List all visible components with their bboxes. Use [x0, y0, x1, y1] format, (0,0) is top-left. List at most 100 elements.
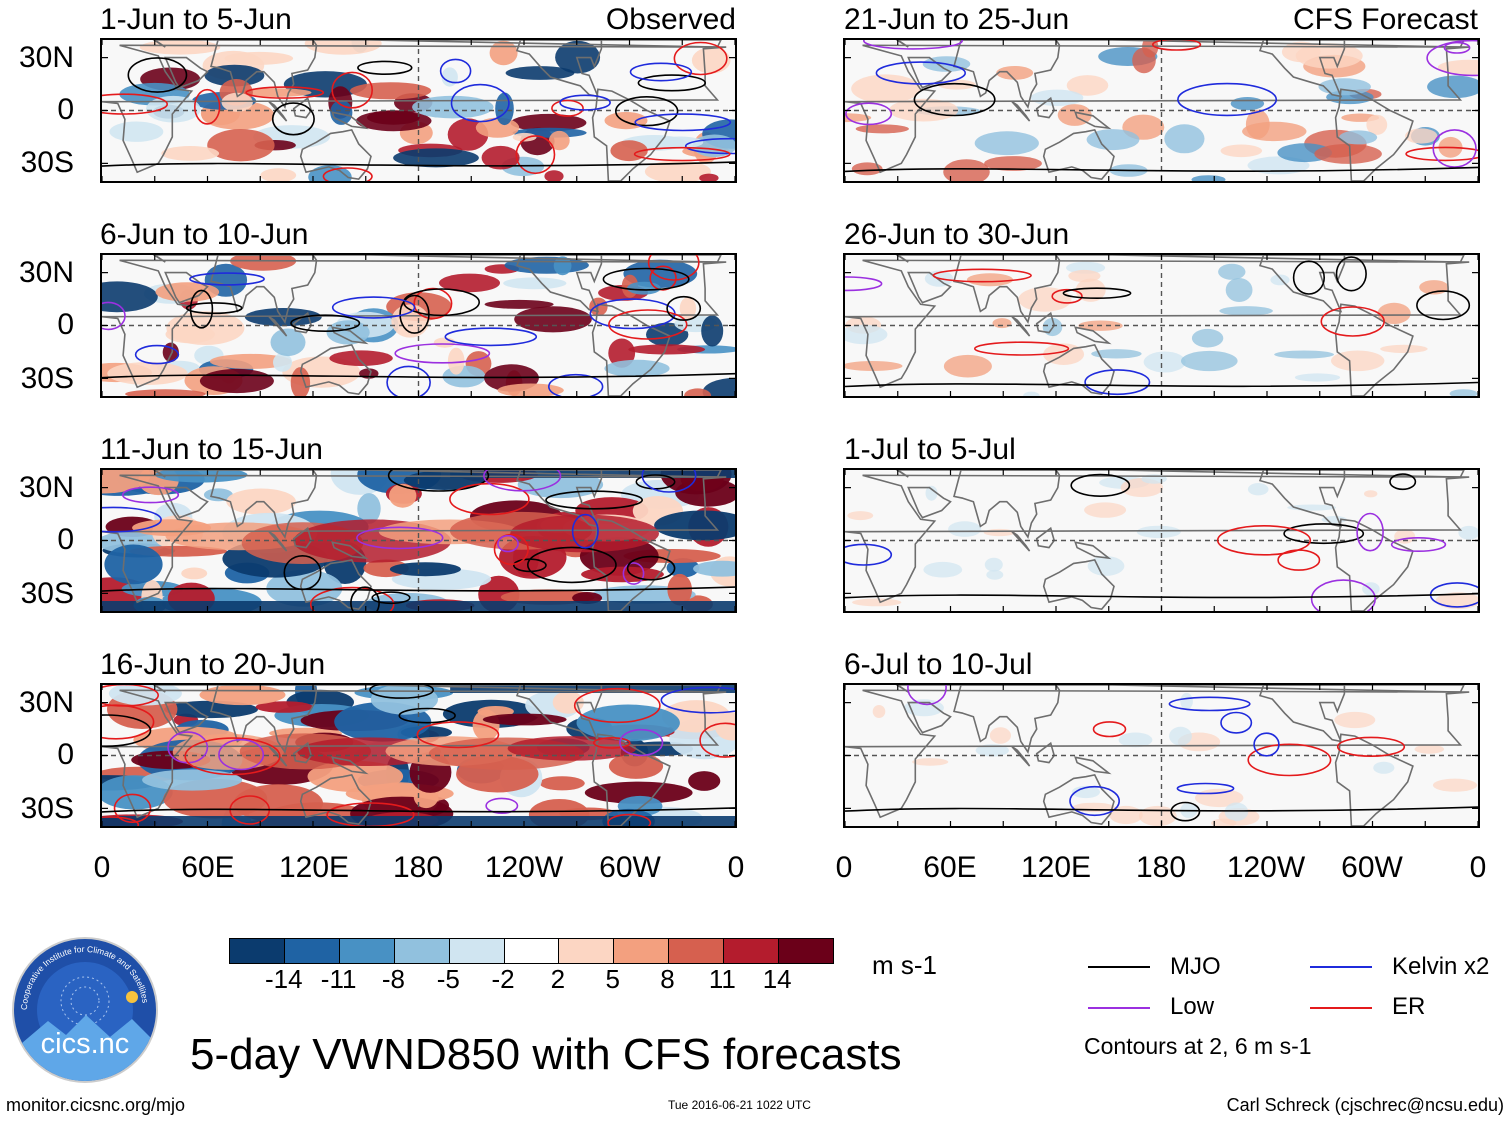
anomaly-blob	[1294, 373, 1341, 382]
anomaly-blob	[475, 117, 520, 138]
map-fcst-3	[843, 468, 1480, 613]
anomaly-band	[510, 514, 659, 553]
wave-contour	[1390, 537, 1447, 553]
anomaly-blob	[270, 328, 306, 357]
lat-label-30s: 30S	[20, 146, 74, 179]
anomaly-blob	[125, 389, 206, 396]
anomaly-blob	[702, 377, 735, 396]
anomaly-blob	[139, 40, 221, 55]
panel-title-fcst-4: 6-Jul to 10-Jul	[844, 648, 1033, 681]
lat-label-30s: 30S	[20, 792, 74, 825]
lon-label: 180	[392, 851, 444, 884]
map-obs-4	[100, 683, 737, 828]
mjo-contour	[845, 166, 1478, 173]
anomaly-blob	[1136, 525, 1181, 539]
wave-contour	[416, 721, 500, 749]
anomaly-blob	[989, 727, 1011, 744]
wave-contour	[386, 365, 431, 396]
wave-contour	[483, 470, 562, 492]
lat-label-30n: 30N	[18, 41, 74, 74]
anomaly-blob	[983, 528, 1016, 537]
wave-contour	[371, 591, 411, 605]
wave-contour	[1416, 290, 1471, 321]
coastline	[1074, 326, 1112, 345]
anomaly-blob	[1118, 732, 1153, 748]
anomaly-blob	[1449, 389, 1478, 396]
wave-contour	[913, 82, 996, 117]
anomaly-blob	[497, 383, 564, 396]
anomaly-blob	[684, 388, 712, 396]
colorbar-swatch	[614, 939, 670, 963]
coastline	[1035, 741, 1056, 764]
wave-contour	[619, 728, 664, 757]
wave-contour	[559, 94, 611, 111]
wave-contour	[290, 314, 361, 332]
wave-contour	[413, 287, 453, 320]
map-svg	[102, 685, 735, 826]
wave-contour	[245, 86, 325, 99]
logo-text: cics.nc	[40, 1028, 130, 1060]
wave-contour	[512, 558, 547, 573]
anomaly-blob	[688, 771, 721, 791]
anomaly-blob	[1432, 778, 1478, 792]
anomaly-blob	[975, 744, 1009, 757]
coastline	[591, 88, 671, 181]
anomaly-blob	[693, 560, 735, 577]
anomaly-blob	[1331, 350, 1385, 372]
wave-contour	[1253, 732, 1280, 757]
wave-contour	[1070, 473, 1131, 497]
wave-contour	[331, 71, 373, 109]
anomaly-blob	[845, 324, 888, 345]
lat-label-eq: 0	[57, 523, 74, 556]
legend-line-kelvin	[1310, 966, 1372, 968]
anomaly-blob	[1066, 75, 1109, 96]
anomaly-blob	[329, 350, 393, 366]
wave-contour	[629, 62, 693, 82]
anomaly-blob	[1274, 350, 1334, 359]
wave-contour	[350, 586, 380, 611]
anomaly-blob	[109, 121, 164, 142]
wave-contour	[387, 470, 490, 492]
anomaly-blob	[544, 170, 564, 181]
wave-contour	[1247, 743, 1332, 777]
wave-contour	[1152, 40, 1202, 51]
anomaly-blob	[1030, 89, 1084, 106]
coastline	[845, 44, 1470, 174]
anomaly-blob	[604, 359, 670, 378]
anomaly-blob	[207, 129, 275, 162]
coastline	[1334, 303, 1414, 396]
anomaly-blob	[1394, 529, 1416, 544]
anomaly-blob	[1270, 274, 1290, 286]
anomaly-blob	[1405, 128, 1438, 144]
anomaly-blob	[623, 259, 698, 288]
map-svg	[845, 685, 1478, 826]
observed-header: Observed	[605, 3, 736, 36]
panel-title-obs-2: 6-Jun to 10-Jun	[100, 218, 309, 251]
legend-label-er: ER	[1392, 993, 1426, 1020]
coastline	[152, 40, 722, 48]
coastline	[1035, 96, 1056, 119]
anomaly-blob	[273, 353, 292, 372]
anomaly-blob	[1086, 129, 1140, 151]
anomaly-blob	[477, 706, 514, 717]
coastline	[152, 685, 722, 693]
anomaly-blob	[393, 148, 479, 168]
figure-title: 5-day VWND850 with CFS forecasts	[190, 1030, 902, 1079]
anomaly-blob	[1084, 502, 1127, 518]
colorbar-swatch	[230, 939, 285, 963]
anomaly-blob	[1427, 75, 1478, 99]
cfs-forecast-header: CFS Forecast	[1292, 3, 1478, 36]
map-obs-2	[100, 253, 737, 398]
coastline	[299, 128, 372, 181]
colorbar-swatch	[284, 939, 340, 963]
colorbar-swatch	[779, 939, 833, 963]
wave-contour	[626, 555, 676, 581]
anomaly-blob	[481, 145, 520, 170]
anomaly-blob	[552, 691, 584, 714]
wave-contour	[571, 513, 599, 549]
anomaly-blob	[912, 758, 949, 766]
anomaly-blob	[1180, 692, 1193, 710]
coastline	[102, 259, 727, 389]
lon-label: 120W	[484, 851, 564, 884]
anomaly-blob	[943, 354, 992, 378]
